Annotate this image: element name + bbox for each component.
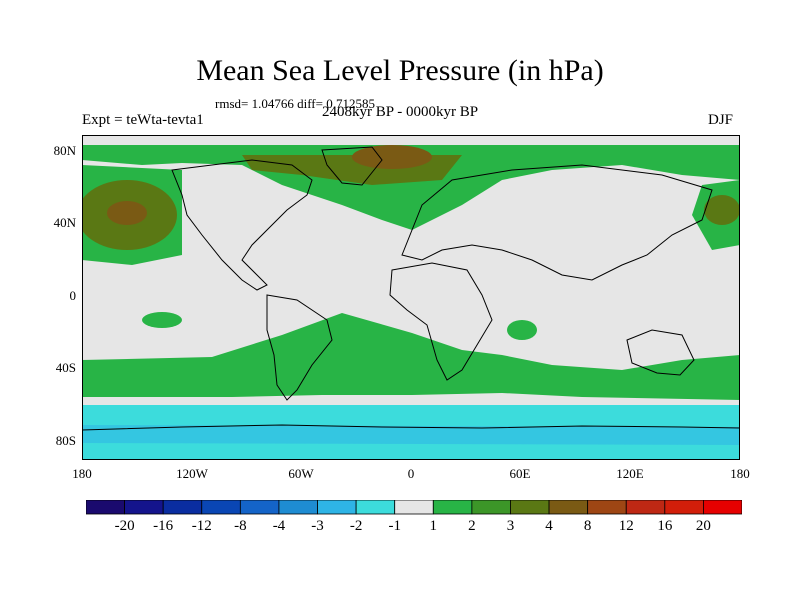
colorbar-label: -8 xyxy=(234,518,247,534)
lat-label: 80S xyxy=(55,433,76,448)
colorbar-label: 4 xyxy=(545,518,553,534)
colorbar-label: -4 xyxy=(272,518,286,534)
colorbar-swatch xyxy=(432,500,473,515)
colorbar-swatch xyxy=(587,500,627,515)
lon-label: 60W xyxy=(288,466,314,481)
chart-title: Mean Sea Level Pressure (in hPa) xyxy=(196,54,604,87)
colorbar-label: -12 xyxy=(191,518,212,534)
lat-label: 40S xyxy=(55,360,76,375)
colorbar-label: -16 xyxy=(153,518,174,534)
colorbar-label: -1 xyxy=(388,518,401,534)
colorbar-label: 16 xyxy=(657,518,673,534)
lat-label: 0 xyxy=(69,288,77,303)
colorbar xyxy=(86,500,742,515)
lat-label: 40N xyxy=(53,215,76,230)
colorbar-label: 8 xyxy=(583,518,592,534)
lon-label: 60E xyxy=(509,466,531,481)
colorbar-swatch xyxy=(239,500,280,515)
colorbar-swatch xyxy=(625,500,666,515)
lon-label: 0 xyxy=(407,466,415,481)
colorbar-swatch xyxy=(201,500,241,515)
colorbar-swatch xyxy=(278,500,318,515)
map-frame xyxy=(82,135,740,460)
colorbar-label: -3 xyxy=(311,518,324,534)
colorbar-label: 1 xyxy=(429,518,438,534)
colorbar-swatch xyxy=(124,500,164,515)
colorbar-swatch xyxy=(317,500,357,515)
colorbar-swatch xyxy=(703,500,742,515)
lon-label: 120E xyxy=(616,466,644,481)
colorbar-swatch xyxy=(394,500,434,515)
colorbar-swatch xyxy=(664,500,704,515)
colorbar-label: 20 xyxy=(695,518,711,534)
colorbar-swatch xyxy=(510,500,550,515)
anomaly-fill xyxy=(82,145,740,460)
lon-label: 180 xyxy=(730,466,750,481)
lon-label: 120W xyxy=(176,466,208,481)
colorbar-swatch xyxy=(548,500,589,515)
period-label: 2408kyr BP - 0000kyr BP xyxy=(322,104,479,120)
colorbar-swatch xyxy=(471,500,511,515)
colorbar-label: 3 xyxy=(506,518,515,534)
colorbar-swatch xyxy=(355,500,396,515)
coastlines xyxy=(82,146,740,431)
colorbar-swatch xyxy=(162,500,203,515)
experiment-label: Expt = teWta-tevta1 xyxy=(82,112,204,128)
colorbar-label: -20 xyxy=(114,518,135,534)
map-panel xyxy=(82,135,740,460)
rmsd-diff-stats: rmsd= 1.04766 diff= 0.712585 xyxy=(215,96,375,111)
colorbar-label: 12 xyxy=(618,518,634,534)
colorbar-label: -2 xyxy=(349,518,363,534)
lat-label: 80N xyxy=(53,143,76,158)
season-label: DJF xyxy=(708,112,734,128)
colorbar-label: 2 xyxy=(468,518,476,534)
lon-label: 180 xyxy=(72,466,92,481)
colorbar-swatch xyxy=(86,500,125,515)
